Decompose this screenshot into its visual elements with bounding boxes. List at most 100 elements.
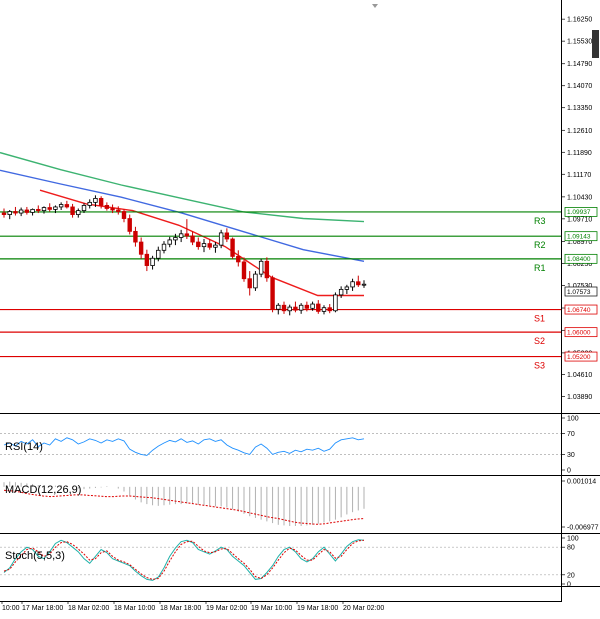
- scroll-arrow-icon[interactable]: [372, 4, 378, 8]
- candle-bull: [81, 205, 87, 212]
- time-tick-label: 19 Mar 18:00: [297, 605, 338, 612]
- candle-bull: [321, 307, 327, 312]
- candle-bear: [241, 261, 247, 280]
- candle-bull: [30, 208, 35, 213]
- candle-bear: [327, 307, 332, 312]
- candle-bull: [201, 243, 207, 248]
- candle-bull: [350, 281, 355, 288]
- level-tag-box: [564, 351, 598, 362]
- price-tick-label: 1.03890: [567, 394, 592, 401]
- candle-bear: [1, 212, 7, 215]
- candle-bull: [150, 257, 155, 266]
- moving-average-line: [0, 151, 365, 223]
- price-tick-label: 1.09710: [567, 216, 592, 223]
- level-tag-box: [564, 304, 598, 315]
- price-tick-label: 1.04610: [567, 372, 592, 379]
- rsi-tick-label: 30: [567, 452, 575, 459]
- candle-bull: [333, 294, 338, 312]
- macd-tick-label: 0.001014: [567, 479, 596, 486]
- time-tick-label: 10:00: [2, 605, 20, 612]
- time-tick-label: 18 Mar 10:00: [114, 605, 155, 612]
- candle-bear: [356, 281, 361, 286]
- candle-bull: [344, 286, 350, 290]
- stoch-tick-label: 100: [567, 536, 579, 543]
- level-tag-box: [564, 231, 598, 242]
- candle-bear: [230, 238, 235, 257]
- candle-bear: [104, 205, 110, 209]
- candle-bull: [213, 244, 218, 248]
- stoch-label: Stoch(5,5,3): [5, 550, 65, 562]
- level-tag-text: 1.09143: [567, 233, 591, 240]
- candle-bull: [253, 273, 258, 289]
- candle-bear: [304, 304, 310, 309]
- level-tag-box: [564, 207, 598, 217]
- scrollbar-thumb[interactable]: [592, 30, 599, 58]
- candle-bear: [224, 232, 230, 240]
- level-label-r3: R3: [534, 216, 546, 226]
- candle-bull: [58, 204, 64, 208]
- rsi-tick-label: 100: [567, 416, 579, 423]
- candle-bull: [298, 304, 304, 311]
- rsi-label: RSI(14): [5, 441, 43, 453]
- time-tick-label: 17 Mar 18:00: [22, 605, 63, 612]
- candle-bear: [190, 235, 195, 243]
- candle-bear: [207, 243, 212, 248]
- candle-bear: [24, 209, 30, 213]
- candle-bull: [87, 201, 92, 206]
- level-tag-box: [564, 327, 598, 338]
- candle-bear: [281, 304, 287, 312]
- price-tick-label: 1.08250: [567, 261, 592, 268]
- candle-bear: [247, 278, 252, 289]
- candle-bear: [64, 204, 70, 208]
- macd-signal-line: [3, 489, 365, 525]
- current-price-box: [564, 286, 598, 297]
- candle-bull: [167, 239, 172, 245]
- level-tag-text: 1.08400: [567, 256, 591, 263]
- candle-bull: [361, 283, 367, 286]
- time-axis: 10:00 17 Mar 18:00 18 Mar 02:00 18 Mar 10:0…: [1, 601, 384, 612]
- candle-bear: [236, 256, 241, 263]
- candle-bull: [338, 288, 344, 296]
- stoch-pane: 100 80 20 0: [0, 536, 579, 589]
- candle-bear: [138, 241, 144, 255]
- candle-bear: [36, 208, 41, 212]
- price-tick-label: 1.14790: [567, 61, 592, 68]
- time-tick-label: 20 Mar 02:00: [343, 605, 384, 612]
- macd-label: MACD(12,26,9): [5, 484, 81, 496]
- stoch-k-line: [3, 539, 365, 581]
- candle-bull: [218, 232, 224, 246]
- price-tick-label: 1.16250: [567, 17, 592, 24]
- price-tick-label: 1.12610: [567, 128, 592, 135]
- level-label-s2: S2: [534, 336, 545, 346]
- price-axis: 1.16250 1.15530 1.14790 1.14070 1.13350 1.126…: [561, 17, 592, 401]
- level-label-r2: R2: [534, 240, 546, 250]
- price-tick-label: 1.11170: [567, 172, 591, 179]
- moving-average-line: [0, 169, 365, 262]
- candle-bull: [76, 210, 81, 215]
- candle-bull: [173, 237, 178, 241]
- time-tick-label: 19 Mar 10:00: [251, 605, 292, 612]
- price-tick-label: 1.13350: [567, 105, 592, 112]
- macd-tick-label: -0.006977: [567, 525, 599, 532]
- candle-bull: [53, 206, 58, 210]
- candle-bear: [144, 253, 150, 266]
- candle-bull: [156, 249, 161, 259]
- price-tick-label: 1.07530: [567, 283, 592, 290]
- candle-bear: [316, 303, 321, 312]
- price-tick-label: 1.15530: [567, 39, 592, 46]
- stoch-tick-label: 0: [567, 582, 571, 589]
- level-tag-box: [564, 253, 598, 264]
- candle-bull: [276, 304, 281, 310]
- time-tick-label: 18 Mar 18:00: [160, 605, 201, 612]
- pivot-level-tags: 1.09937 1.09143 1.08400 1.06740 1.06000 1.052…: [564, 207, 598, 362]
- candle-bear: [133, 230, 138, 243]
- candle-bull: [287, 306, 292, 312]
- price-tick-label: 1.11890: [567, 150, 592, 157]
- candle-bull: [18, 209, 24, 214]
- candle-bear: [196, 241, 201, 248]
- candle-bear: [293, 306, 298, 311]
- level-tag-text: 1.06000: [567, 329, 591, 336]
- rsi-pane: 100 70 30 0: [0, 416, 579, 475]
- candlesticks: [1, 195, 367, 316]
- rsi-tick-label: 70: [567, 431, 575, 438]
